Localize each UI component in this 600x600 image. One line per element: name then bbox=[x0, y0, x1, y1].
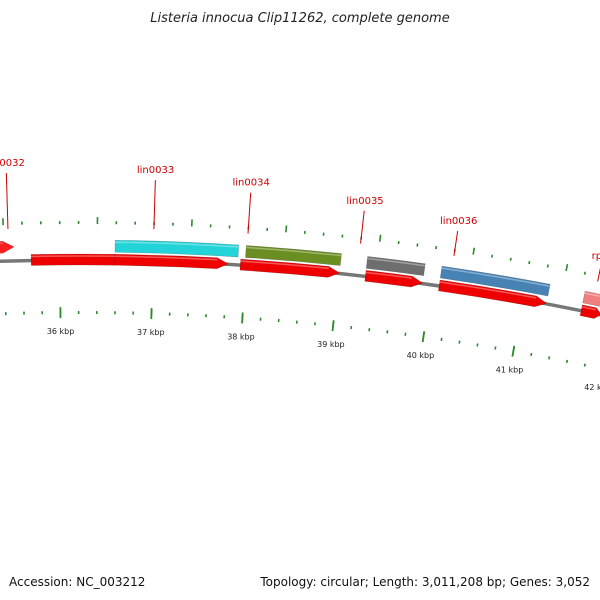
feature-lin0036-outer-highlight bbox=[441, 267, 550, 287]
tick-label-36: 36 kbp bbox=[47, 327, 75, 336]
gc-mark bbox=[565, 359, 569, 364]
feature-rpsf-inner-highlight bbox=[581, 306, 597, 311]
feature-rpsf-outer-highlight bbox=[584, 292, 600, 298]
tick-label-42: 42 kbp bbox=[584, 383, 600, 392]
tick-label-41: 41 kbp bbox=[496, 365, 524, 374]
feature-rpsf-outer[interactable] bbox=[582, 290, 600, 307]
feature-lin0034-outer-highlight bbox=[246, 246, 342, 257]
gene-label-rpsF[interactable]: rpsF bbox=[592, 251, 600, 262]
gc-mark bbox=[530, 352, 533, 357]
gc-mark bbox=[548, 356, 551, 360]
feature-lin0035-inner[interactable] bbox=[364, 270, 424, 288]
gene-label-lin0034[interactable]: lin0034 bbox=[233, 178, 270, 189]
tick-39 bbox=[331, 321, 335, 332]
feature-lin0034-inner-highlight bbox=[240, 260, 329, 270]
feature-lin0033-outer[interactable] bbox=[114, 239, 240, 258]
feature-lin0032-outer-highlight bbox=[0, 242, 3, 245]
gc-mark bbox=[509, 257, 512, 261]
feature-lin0032-outer[interactable] bbox=[0, 240, 15, 258]
leader-line-lin0035 bbox=[360, 210, 365, 244]
lower-gc-marks bbox=[4, 307, 586, 367]
gc-mark bbox=[528, 260, 531, 265]
feature-rpsf-inner[interactable] bbox=[579, 304, 600, 319]
leader-line-lin0036 bbox=[453, 230, 459, 256]
feature-lin0033-inner[interactable] bbox=[114, 253, 229, 270]
tick-label-37: 37 kbp bbox=[137, 328, 165, 337]
feature-lin0033-outer-highlight bbox=[115, 241, 239, 248]
gc-mark bbox=[285, 225, 288, 233]
feature-lin0036-inner[interactable] bbox=[438, 279, 548, 308]
feature-lin0036-outer[interactable] bbox=[439, 265, 551, 297]
gc-mark bbox=[378, 234, 382, 242]
gc-mark bbox=[565, 263, 569, 272]
gc-mark bbox=[546, 264, 549, 268]
leader-line-rpsF bbox=[597, 267, 600, 282]
topology-text: Topology: circular; Length: 3,011,208 bp… bbox=[259, 575, 590, 589]
gene-label-lin0035[interactable]: lin0035 bbox=[346, 196, 383, 207]
feature-lin0035-outer[interactable] bbox=[365, 256, 426, 276]
gc-mark bbox=[583, 363, 586, 367]
leader-line-lin0033 bbox=[153, 180, 156, 230]
feature-lin0034-inner[interactable] bbox=[239, 258, 341, 278]
feature-lin0035-outer-highlight bbox=[367, 257, 426, 267]
gc-mark bbox=[494, 346, 497, 350]
tick-label-40: 40 kbp bbox=[407, 351, 435, 360]
tick-label-38: 38 kbp bbox=[227, 332, 255, 341]
gene-label-lin0032[interactable]: lin0032 bbox=[0, 158, 25, 169]
feature-lin0033-inner-highlight bbox=[114, 255, 218, 261]
feature-lin0035-inner-highlight bbox=[365, 271, 413, 279]
map-title: Listeria innocua Clip11262, complete gen… bbox=[150, 11, 449, 26]
leader-line-lin0034 bbox=[247, 192, 252, 234]
scale-ticks: 36 kbp 37 kbp 38 kbp 39 kbp 40 kbp 41 kbp 42 k… bbox=[47, 308, 600, 392]
tick-40 bbox=[421, 332, 425, 343]
feature-lin0034-outer[interactable] bbox=[245, 245, 342, 266]
leader-line-lin0032 bbox=[5, 173, 9, 230]
gc-mark bbox=[583, 271, 586, 275]
feature-lin0036-inner-highlight bbox=[439, 281, 537, 299]
gc-mark bbox=[472, 247, 476, 255]
feature-tracks bbox=[0, 239, 600, 319]
gene-labels: lin0032 lin0033 lin0034 lin0035 lin0036 rpsF bbox=[0, 158, 600, 282]
tick-41 bbox=[511, 346, 516, 357]
gene-label-lin0033[interactable]: lin0033 bbox=[137, 165, 174, 176]
tick-label-39: 39 kbp bbox=[317, 340, 345, 349]
gene-label-lin0036[interactable]: lin0036 bbox=[440, 216, 477, 227]
accession-text: Accession: NC_003212 bbox=[9, 575, 145, 589]
tick-38 bbox=[241, 313, 244, 324]
